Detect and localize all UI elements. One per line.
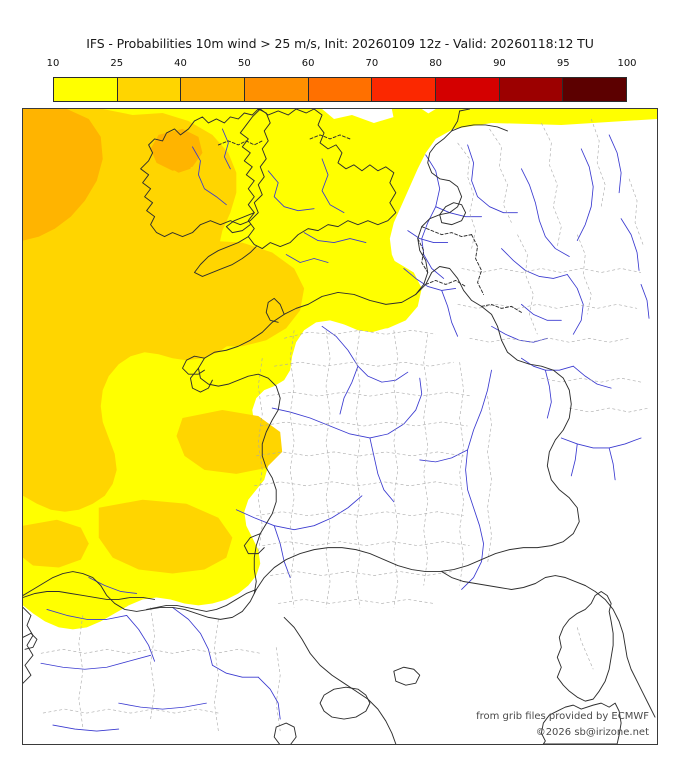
prob-band-40-50-irishsea	[168, 150, 193, 173]
prob-band-40-50	[23, 109, 103, 241]
colorbar-segment-25-40	[117, 78, 182, 101]
map-graphic	[23, 109, 657, 744]
prob-band-25-40-biscay	[98, 499, 233, 574]
coast-france	[23, 266, 580, 620]
prob-band-10-25-north-sea	[391, 109, 440, 143]
colorbar-tick-50: 50	[237, 58, 251, 69]
probability-shading-layer	[23, 109, 657, 630]
colorbar-segment-95-100	[563, 78, 627, 101]
colorbar: 10 25 40 50 60 70 80 90 95 100	[47, 58, 637, 102]
prob-band-25-40-brittany	[176, 410, 283, 474]
coast-corsica	[556, 591, 614, 702]
page-title: IFS - Probabilities 10m wind > 25 m/s, I…	[86, 36, 594, 51]
colorbar-segment-80-90	[436, 78, 500, 101]
colorbar-tick-90: 90	[493, 58, 506, 69]
colorbar-tick-labels: 10 25 40 50 60 70 80 90 95 100	[47, 58, 637, 72]
colorbar-tick-95: 95	[556, 58, 570, 69]
colorbar-segment-70-80	[372, 78, 437, 101]
rivers-layer	[40, 128, 650, 732]
coast-mediterranean	[441, 571, 586, 590]
colorbar-segment-10-25	[54, 78, 118, 101]
coast-menorca	[393, 666, 421, 686]
map-canvas[interactable]: from grib files provided by ECMWF ©2026 …	[22, 108, 658, 745]
colorbar-segment-50-60	[245, 78, 309, 101]
colorbar-tick-25: 25	[110, 58, 124, 69]
colorbar-segment-60-70	[308, 78, 373, 101]
prob-band-10-25-channel	[312, 254, 422, 331]
coast-great-britain	[239, 109, 397, 250]
coast-sardinia	[540, 702, 622, 744]
colorbar-tick-10: 10	[46, 58, 60, 69]
coast-brittany	[197, 303, 309, 594]
coastlines-layer	[23, 109, 656, 744]
colorbar-tick-60: 60	[301, 58, 315, 69]
coast-ibiza	[273, 722, 297, 744]
prob-band-25-40-biscay-south	[23, 519, 89, 568]
prob-band-25-40	[23, 109, 245, 512]
colorbar-gradient	[53, 77, 627, 102]
colorbar-tick-80: 80	[429, 58, 443, 69]
colorbar-tick-40: 40	[174, 58, 187, 69]
coast-benelux	[415, 110, 463, 295]
colorbar-tick-100: 100	[617, 58, 637, 69]
colorbar-segment-40-50	[181, 78, 246, 101]
coast-mallorca	[319, 686, 371, 720]
coast-spain	[23, 591, 156, 600]
admin-boundaries-layer	[40, 118, 650, 732]
colorbar-segment-90-95	[499, 78, 564, 101]
colorbar-tick-70: 70	[365, 58, 379, 69]
coast-ireland	[140, 109, 271, 238]
prob-band-25-40-celtic	[162, 240, 305, 347]
